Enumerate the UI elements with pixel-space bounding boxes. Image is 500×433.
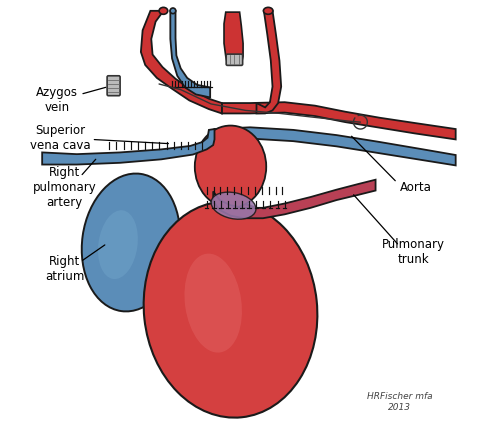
- Ellipse shape: [98, 210, 138, 279]
- Text: Right
pulmonary
artery: Right pulmonary artery: [33, 165, 96, 209]
- Ellipse shape: [264, 7, 273, 14]
- Ellipse shape: [82, 174, 180, 311]
- Ellipse shape: [144, 201, 318, 418]
- Text: HRFischer mfa
2013: HRFischer mfa 2013: [366, 392, 432, 411]
- Ellipse shape: [159, 7, 168, 14]
- Text: Superior
vena cava: Superior vena cava: [30, 124, 90, 152]
- Ellipse shape: [211, 192, 256, 219]
- Text: Pulmonary
trunk: Pulmonary trunk: [382, 238, 445, 266]
- Text: Right
atrium: Right atrium: [45, 255, 84, 283]
- Text: Aorta: Aorta: [400, 181, 432, 194]
- Ellipse shape: [195, 126, 266, 208]
- Polygon shape: [256, 11, 281, 113]
- FancyBboxPatch shape: [107, 76, 120, 96]
- FancyBboxPatch shape: [226, 54, 242, 65]
- Ellipse shape: [184, 254, 242, 352]
- Polygon shape: [141, 11, 222, 113]
- Text: Azygos
vein: Azygos vein: [36, 86, 78, 113]
- Polygon shape: [170, 11, 210, 97]
- Ellipse shape: [170, 8, 175, 13]
- Polygon shape: [222, 102, 456, 139]
- Polygon shape: [214, 127, 456, 165]
- Polygon shape: [42, 129, 214, 165]
- Polygon shape: [224, 12, 243, 64]
- Polygon shape: [213, 180, 376, 218]
